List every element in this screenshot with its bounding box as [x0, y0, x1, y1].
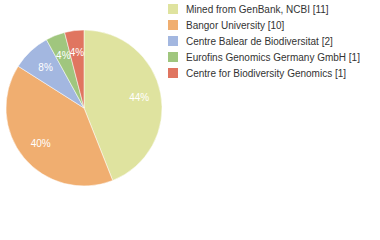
legend-swatch [168, 36, 178, 46]
data-label: 8% [38, 62, 53, 73]
legend: Mined from GenBank, NCBI [11] Bangor Univ… [168, 4, 360, 79]
pie [6, 30, 162, 186]
pie-slice [65, 30, 84, 108]
legend-label: Bangor University [10] [186, 20, 285, 31]
legend-swatch [168, 52, 178, 62]
chart: 44%40%8%4%4%Mined from GenBank, NCBI [11… [0, 0, 380, 240]
legend-swatch [168, 68, 178, 78]
legend-label: Eurofins Genomics Germany GmbH [1] [186, 52, 360, 63]
data-label: 4% [70, 47, 85, 58]
data-label: 4% [56, 50, 71, 61]
data-label: 44% [129, 92, 149, 103]
legend-swatch [168, 4, 178, 14]
legend-label: Mined from GenBank, NCBI [11] [186, 4, 329, 15]
legend-label: Centre for Biodiversity Genomics [1] [186, 68, 346, 79]
data-label: 40% [31, 138, 51, 149]
data-labels: 44%40%8%4%4% [31, 47, 150, 150]
legend-label: Centre Balear de Biodiversitat [2] [186, 36, 333, 47]
legend-swatch [168, 20, 178, 30]
